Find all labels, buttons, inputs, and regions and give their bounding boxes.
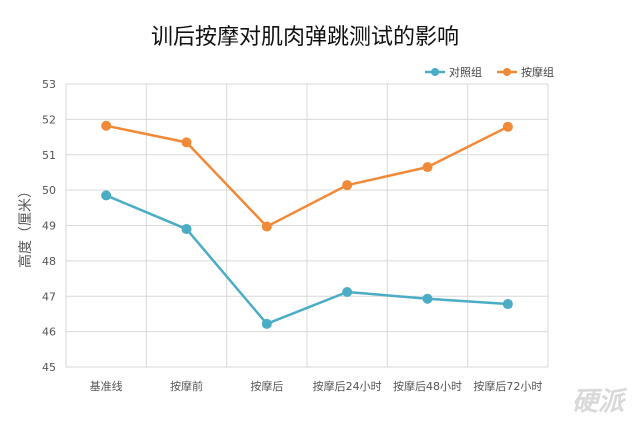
y-tick-label: 45	[42, 361, 56, 374]
x-axis-ticks: 基准线 按摩前 按摩后 按摩后24小时 按摩后48小时 按摩后72小时	[90, 379, 543, 393]
legend-swatch-marker	[431, 68, 439, 76]
data-point	[182, 137, 192, 147]
data-point	[101, 121, 111, 131]
data-point	[182, 224, 192, 234]
y-tick-label: 46	[42, 326, 56, 339]
grid-lines	[66, 84, 548, 367]
data-point	[262, 319, 272, 329]
watermark: 硬派	[572, 387, 628, 417]
data-point	[262, 222, 272, 232]
data-point	[423, 162, 433, 172]
data-point	[423, 294, 433, 304]
x-tick-label: 按摩后48小时	[393, 379, 462, 393]
data-point	[503, 299, 513, 309]
y-tick-label: 51	[42, 149, 56, 162]
y-tick-label: 47	[42, 290, 56, 303]
x-tick-label: 按摩后24小时	[313, 379, 382, 393]
x-tick-label: 按摩后	[250, 379, 283, 393]
data-point	[101, 190, 111, 200]
y-tick-label: 49	[42, 220, 56, 233]
legend: 对照组 按摩组	[425, 65, 554, 79]
data-point	[342, 180, 352, 190]
y-tick-label: 48	[42, 255, 56, 268]
legend-swatch-marker	[503, 68, 511, 76]
y-axis-label: 高度（厘米）	[17, 184, 34, 268]
x-tick-label: 按摩前	[170, 379, 203, 393]
y-tick-label: 50	[42, 184, 56, 197]
y-axis-ticks: 45 46 47 48 49 50 51 52 53	[42, 78, 56, 374]
data-point	[503, 122, 513, 132]
chart-title: 训后按摩对肌肉弹跳测试的影响	[151, 25, 459, 50]
y-tick-label: 52	[42, 113, 56, 126]
legend-label: 对照组	[449, 65, 482, 79]
legend-label: 按摩组	[521, 65, 554, 79]
data-point	[342, 287, 352, 297]
x-tick-label: 基准线	[90, 379, 123, 393]
y-tick-label: 53	[42, 78, 56, 91]
chart: 训后按摩对肌肉弹跳测试的影响 对照组 按摩组 45 46 47 48 49 50 51 52 53…	[0, 0, 640, 425]
x-tick-label: 按摩后72小时	[473, 379, 542, 393]
